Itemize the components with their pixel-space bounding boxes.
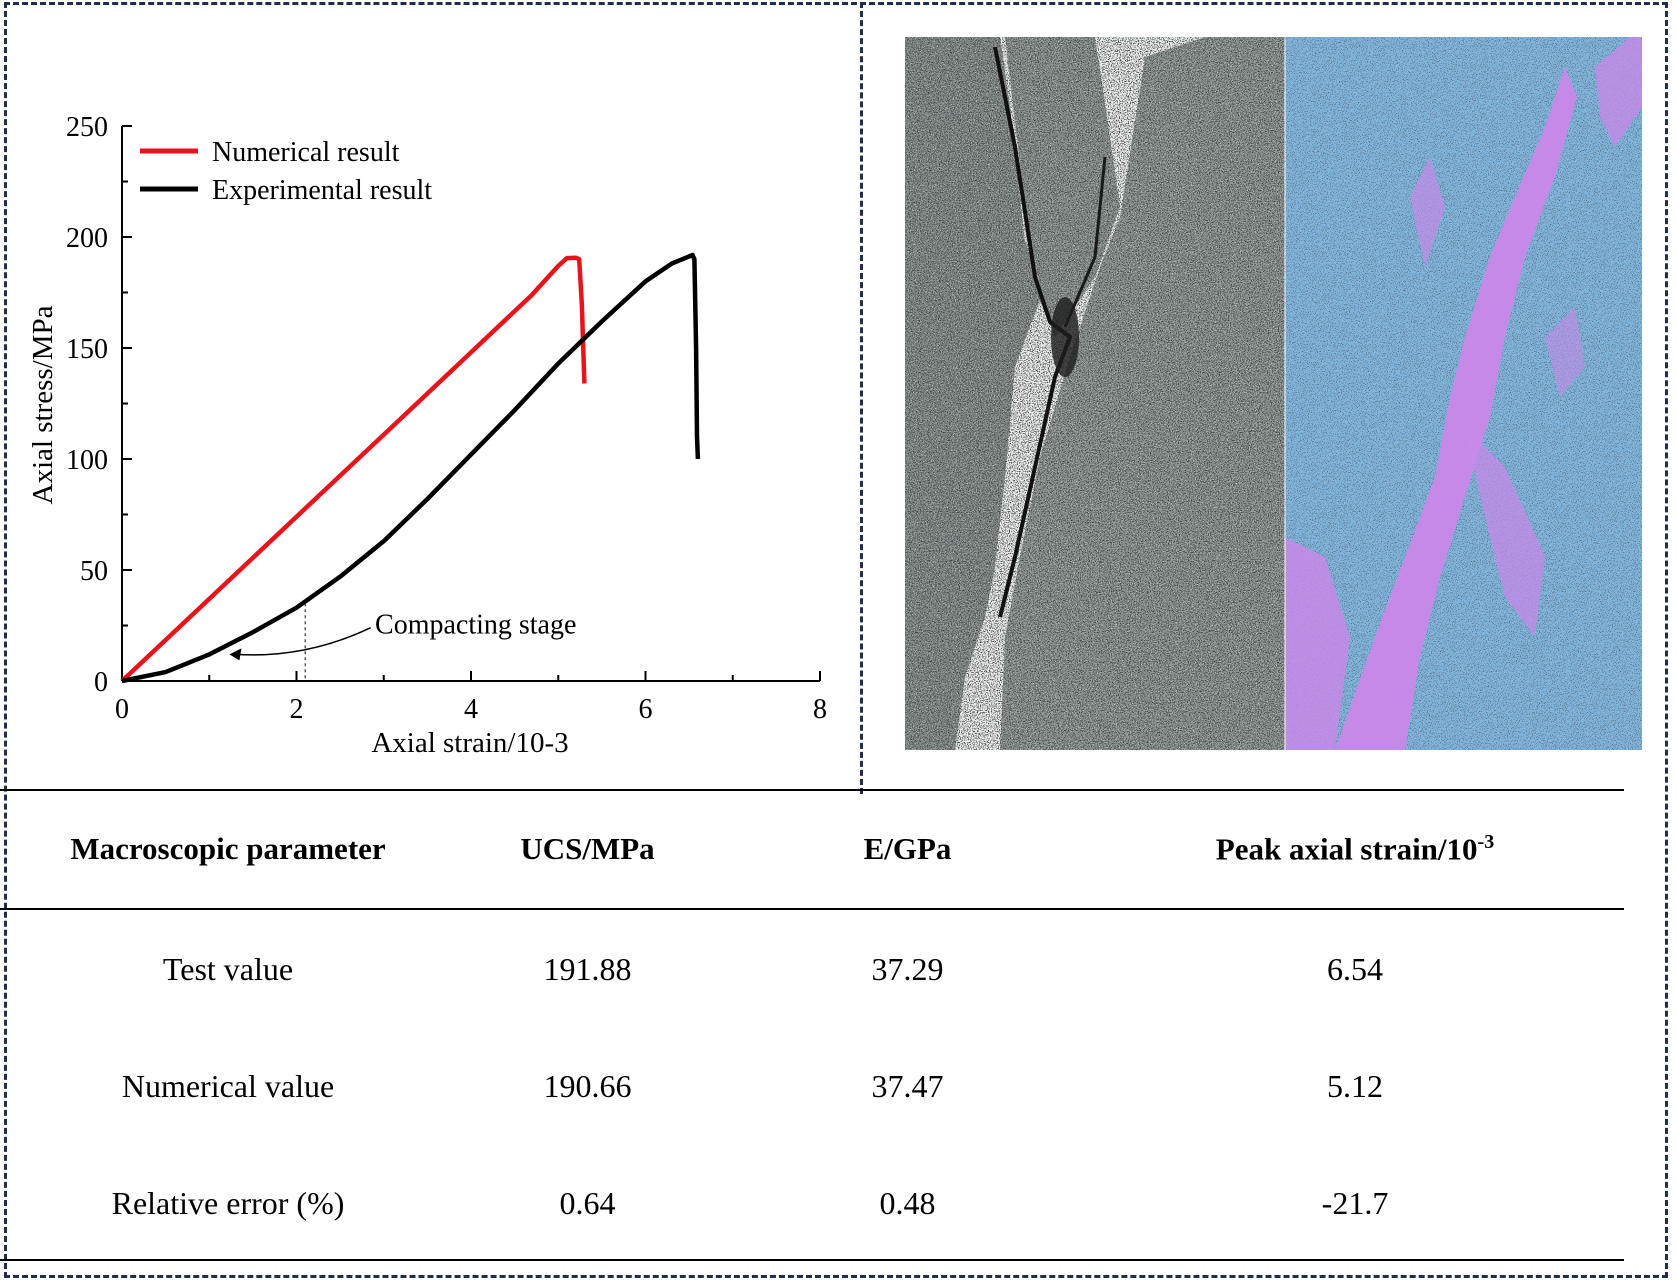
table-cell: 191.88 — [543, 951, 632, 987]
table-bottom-rule — [0, 1259, 1624, 1261]
y-tick-label: 250 — [66, 112, 108, 143]
annotation-arrowhead — [229, 648, 242, 661]
y-tick-label: 150 — [66, 334, 108, 365]
annotation-arrow — [235, 627, 371, 656]
legend-label: Experimental result — [212, 175, 432, 206]
table-cell: 6.54 — [1327, 951, 1383, 987]
table-cell: 0.64 — [559, 1185, 616, 1221]
y-tick-label: 50 — [80, 556, 108, 587]
specimen-images — [905, 37, 1642, 750]
x-axis-label: Axial strain/10-3 — [371, 727, 568, 759]
series-line-numerical — [120, 255, 587, 683]
header-peak-axial-strain-exponent: -3 — [1477, 831, 1495, 853]
header-e: E/GPa — [863, 831, 952, 866]
x-tick-label: 6 — [639, 694, 653, 725]
table-cell: 37.29 — [871, 951, 944, 987]
row-label: Relative error (%) — [111, 1185, 345, 1221]
y-tick-label: 100 — [66, 445, 108, 476]
x-tick-label: 8 — [813, 694, 827, 725]
chart-lines — [120, 252, 701, 684]
stress-strain-chart: 0 2 4 6 8 0 50 100 150 200 250 Numerical result Exp… — [27, 112, 827, 759]
table-cell: 0.48 — [879, 1185, 936, 1221]
y-axis-label: Axial stress/MPa — [27, 305, 59, 504]
table-top-rule — [0, 789, 1624, 791]
header-peak-axial-strain: Peak axial strain/10-3 — [1130, 831, 1580, 867]
table-cell: 190.66 — [543, 1068, 632, 1104]
row-label: Numerical value — [121, 1068, 335, 1104]
x-tick-label: 0 — [115, 694, 129, 725]
series-line-experimental — [121, 252, 701, 684]
header-macroscopic-parameter: Macroscopic parameter — [70, 831, 386, 866]
table-cell: 5.12 — [1327, 1068, 1383, 1104]
chart-legend: Numerical result Experimental result — [140, 137, 432, 206]
specimen-photo — [905, 37, 1285, 750]
specimen-image-pair — [905, 37, 1642, 750]
row-label: Test value — [162, 951, 294, 987]
table-cell: -21.7 — [1321, 1185, 1389, 1221]
annotation-label: Compacting stage — [375, 610, 576, 641]
header-peak-axial-strain-text: Peak axial strain/10 — [1215, 831, 1478, 867]
figure-frame — [4, 2, 1668, 1278]
chart-axes: 0 2 4 6 8 0 50 100 150 200 250 — [66, 112, 827, 725]
x-tick-label: 2 — [290, 694, 304, 725]
x-tick-label: 4 — [464, 694, 478, 725]
panel-separator — [860, 2, 863, 794]
y-tick-label: 0 — [94, 667, 108, 698]
table-cell: 37.47 — [871, 1068, 944, 1104]
legend-label: Numerical result — [212, 137, 400, 168]
table-header-rule — [0, 908, 1624, 910]
numerical-crack-map — [1285, 37, 1642, 750]
chart-annotation: Compacting stage — [229, 603, 576, 681]
header-ucs: UCS/MPa — [520, 831, 655, 866]
y-tick-label: 200 — [66, 223, 108, 254]
